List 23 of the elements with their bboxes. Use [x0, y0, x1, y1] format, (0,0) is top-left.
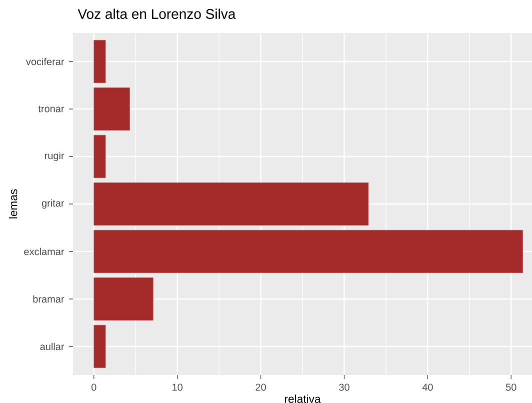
bar	[94, 40, 106, 84]
bar	[94, 277, 154, 321]
x-tick-label: 50	[506, 384, 516, 391]
x-tick-label: 30	[339, 384, 350, 391]
x-tick-label: 10	[172, 384, 182, 391]
x-tick-label: 20	[256, 384, 266, 391]
bar	[94, 87, 130, 131]
chart-title: Voz alta en Lorenzo Silva	[78, 8, 236, 19]
y-tick-label: bramar	[33, 295, 64, 303]
bar	[94, 134, 106, 178]
y-tick-label: exclamar	[24, 248, 64, 256]
bar	[94, 324, 106, 368]
y-tick-label: rugir	[44, 152, 64, 162]
x-tick-label: 40	[422, 384, 433, 391]
y-tick-label: gritar	[42, 199, 64, 209]
y-axis-title: lemas	[8, 189, 18, 218]
y-tick-label: tronar	[38, 106, 64, 112]
bar	[94, 182, 369, 226]
x-tick-label: 0	[91, 384, 96, 391]
x-axis-title: relativa	[284, 394, 321, 403]
y-tick-label: aullar	[40, 342, 64, 350]
bar	[94, 230, 524, 274]
y-tick-label: vociferar	[26, 58, 64, 66]
